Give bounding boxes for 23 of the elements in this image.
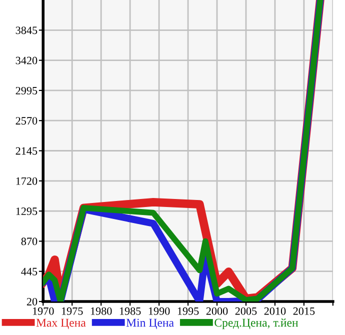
x-tick-label: 1995 <box>178 307 199 315</box>
legend-label: Max Цена <box>36 318 86 330</box>
legend-label: Сред.Цена, т.йен <box>214 318 298 330</box>
x-tick-label: 2015 <box>293 307 315 315</box>
x-tick-label: 1975 <box>62 307 83 315</box>
legend-label: Min Цена <box>126 318 174 330</box>
y-tick-label: 445 <box>21 268 38 276</box>
y-tick-label: 2145 <box>16 147 38 155</box>
y-tick-label: 1720 <box>16 177 38 185</box>
x-tick-label: 1980 <box>90 307 112 315</box>
x-tick-label: 1990 <box>148 307 170 315</box>
y-tick-label: 20 <box>26 298 38 306</box>
y-tick-label: 1295 <box>16 208 38 216</box>
y-tick-label: 3420 <box>16 56 38 64</box>
y-tick-label: 2995 <box>16 86 38 94</box>
y-tick-label: 2570 <box>16 117 38 125</box>
x-tick-label: 2000 <box>206 307 228 315</box>
x-tick-label: 1985 <box>120 307 141 315</box>
y-tick-label: 870 <box>21 238 38 246</box>
x-tick-label: 1970 <box>32 307 54 315</box>
y-tick-label: 3845 <box>16 26 38 34</box>
x-tick-label: 2005 <box>235 307 257 315</box>
x-tick-label: 2010 <box>264 307 286 315</box>
